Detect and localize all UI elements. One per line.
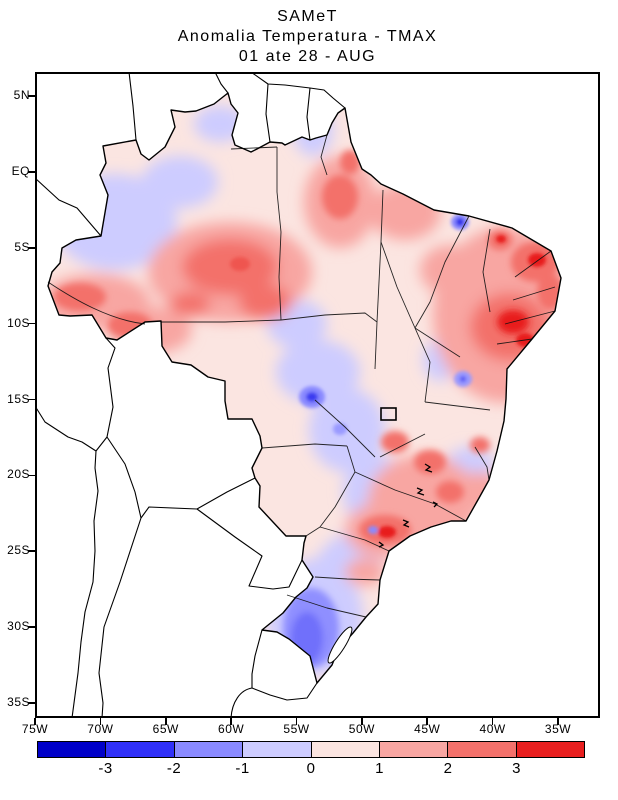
lon-tick-label: 45W (414, 722, 441, 736)
colorbar-segment (37, 741, 107, 758)
lon-tick-mark (34, 718, 36, 725)
brazil-border (47, 92, 562, 684)
df-marker (380, 407, 397, 421)
lon-tick-label: 35W (544, 722, 572, 736)
title-line-1: SAMeT (277, 8, 338, 25)
lon-tick-mark (295, 718, 298, 725)
map-frame (35, 72, 600, 718)
map-scribble-marks (378, 463, 439, 548)
lon-tick-label: 65W (152, 722, 179, 736)
colorbar-segment (173, 741, 244, 758)
colorbar-segment (310, 741, 380, 758)
title-line-3: 01 ate 28 - AUG (238, 48, 377, 65)
country-borders (35, 72, 346, 718)
lat-tick-label: 20S (7, 467, 30, 482)
anomaly-layer (48, 93, 561, 683)
lat-tick-mark (28, 550, 35, 553)
lon-tick-label: 75W (21, 722, 49, 736)
colorbar-segment (105, 741, 175, 758)
colorbar-tick-label: 0 (306, 760, 316, 777)
lon-tick-label: 55W (283, 722, 310, 736)
colorbar-segment (242, 741, 312, 758)
colorbar-tick-label: -1 (235, 760, 250, 777)
colorbar-segment (447, 741, 517, 758)
lat-tick-mark (28, 246, 35, 249)
lat-tick-label: 25S (7, 543, 30, 558)
colorbar-segment (515, 741, 585, 758)
lon-tick-label: 50W (348, 722, 375, 736)
title-block: SAMeT Anomalia Temperatura - TMAX 01 ate… (25, 7, 590, 67)
lat-tick-label: 30S (7, 619, 30, 634)
lat-tick-label: 35S (7, 695, 30, 709)
lon-tick-mark (557, 718, 559, 725)
state-borders (47, 134, 556, 618)
colorbar (37, 741, 585, 758)
lat-tick-mark (28, 322, 35, 325)
lat-tick-label: 5N (13, 88, 30, 102)
lat-tick-mark (28, 702, 35, 704)
lon-tick-label: 70W (87, 722, 114, 736)
lat-tick-label: 15S (7, 391, 30, 406)
lon-tick-mark (99, 718, 102, 725)
lon-tick-label: 60W (218, 722, 245, 736)
colorbar-segment (378, 741, 449, 758)
colorbar-tick-label: -2 (166, 760, 182, 777)
lat-tick-label: 5S (14, 239, 30, 254)
lon-tick-mark (426, 718, 429, 725)
lat-tick-mark (28, 171, 35, 173)
coastline-north (250, 72, 346, 109)
coastline-pacific (35, 405, 99, 718)
lat-tick-label: 10S (7, 315, 30, 330)
lon-tick-label: 40W (479, 722, 506, 736)
lon-tick-mark (230, 718, 232, 725)
colorbar-tick-label: -3 (98, 760, 113, 777)
lat-tick-mark (28, 398, 35, 401)
lat-tick-label: EQ (11, 163, 30, 178)
lon-tick-mark (491, 718, 494, 725)
lagoa-dos-patos (327, 626, 353, 664)
colorbar-tick-label: 1 (375, 760, 384, 777)
lat-tick-mark (28, 474, 35, 477)
map-canvas (35, 72, 600, 718)
lat-tick-mark (28, 626, 35, 628)
title-line-2: Anomalia Temperatura - TMAX (177, 28, 438, 45)
lat-tick-mark (28, 95, 35, 97)
colorbar-tick-label: 3 (512, 760, 521, 777)
lon-tick-mark (164, 718, 167, 725)
lon-tick-mark (361, 718, 363, 725)
colorbar-tick-label: 2 (443, 760, 453, 777)
